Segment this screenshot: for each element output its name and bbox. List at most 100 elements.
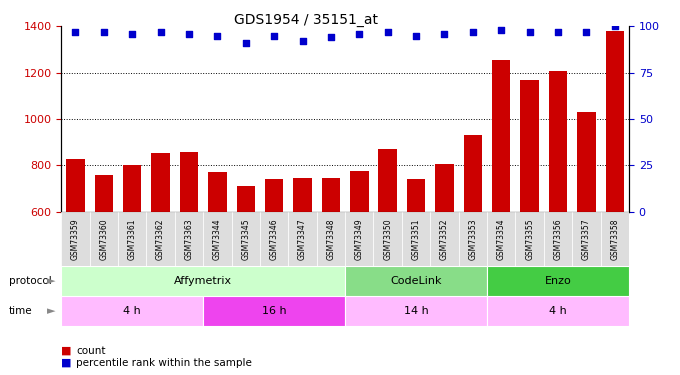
Text: 4 h: 4 h (123, 306, 141, 316)
Bar (180, 152, 198, 212)
Bar (515, 212, 544, 266)
Bar (464, 135, 482, 212)
Bar (146, 212, 175, 266)
Bar (265, 179, 284, 212)
Bar (373, 212, 402, 266)
Bar (152, 153, 170, 212)
Text: 14 h: 14 h (404, 306, 428, 316)
Bar (293, 178, 311, 212)
Point (240, 40, 251, 46)
Text: Affymetrix: Affymetrix (174, 276, 232, 286)
Text: GSM73347: GSM73347 (298, 218, 307, 260)
Point (467, 29, 478, 35)
Text: GSM73348: GSM73348 (326, 218, 335, 260)
Bar (458, 212, 487, 266)
Text: ■: ■ (61, 358, 71, 368)
Text: 16 h: 16 h (262, 306, 286, 316)
Text: GSM73356: GSM73356 (554, 218, 562, 260)
Point (439, 31, 450, 37)
Text: 4 h: 4 h (549, 306, 567, 316)
Bar (544, 212, 573, 266)
Point (524, 29, 535, 35)
Text: GSM73355: GSM73355 (525, 218, 534, 260)
Bar (118, 212, 146, 266)
Point (212, 33, 223, 39)
Text: GSM73353: GSM73353 (469, 218, 477, 260)
Bar (237, 186, 255, 212)
Text: ■: ■ (61, 346, 71, 355)
Bar (600, 212, 629, 266)
Text: ►: ► (47, 276, 55, 286)
Bar (95, 175, 113, 212)
Bar (430, 212, 458, 266)
Point (70, 29, 81, 35)
Bar (61, 266, 345, 296)
Bar (175, 212, 203, 266)
Bar (203, 212, 231, 266)
Bar (379, 149, 397, 212)
Text: GDS1954 / 35151_at: GDS1954 / 35151_at (234, 13, 378, 27)
Point (297, 38, 308, 44)
Point (581, 29, 592, 35)
Bar (577, 112, 596, 212)
Bar (345, 296, 487, 326)
Text: GSM73345: GSM73345 (241, 218, 250, 260)
Bar (573, 212, 600, 266)
Point (553, 29, 564, 35)
Point (354, 31, 364, 37)
Bar (492, 60, 511, 212)
Bar (61, 212, 90, 266)
Point (184, 31, 194, 37)
Bar (487, 296, 629, 326)
Text: GSM73361: GSM73361 (128, 218, 137, 260)
Text: Enzo: Enzo (545, 276, 571, 286)
Bar (549, 72, 567, 212)
Text: ►: ► (47, 306, 55, 316)
Text: GSM73349: GSM73349 (355, 218, 364, 260)
Bar (66, 159, 84, 212)
Text: GSM73350: GSM73350 (384, 218, 392, 260)
Bar (487, 266, 629, 296)
Bar (288, 212, 317, 266)
Bar (90, 212, 118, 266)
Point (496, 27, 507, 33)
Point (269, 33, 279, 39)
Point (609, 23, 620, 29)
Text: GSM73359: GSM73359 (71, 218, 80, 260)
Bar (61, 296, 203, 326)
Point (382, 29, 393, 35)
Point (411, 33, 422, 39)
Bar (345, 212, 373, 266)
Text: GSM73351: GSM73351 (411, 218, 420, 260)
Bar (345, 266, 487, 296)
Point (126, 31, 137, 37)
Text: GSM73358: GSM73358 (611, 218, 619, 260)
Text: CodeLink: CodeLink (390, 276, 442, 286)
Text: percentile rank within the sample: percentile rank within the sample (76, 358, 252, 368)
Bar (322, 178, 340, 212)
Text: GSM73357: GSM73357 (582, 218, 591, 260)
Bar (317, 212, 345, 266)
Point (155, 29, 166, 35)
Bar (203, 296, 345, 326)
Text: GSM73344: GSM73344 (213, 218, 222, 260)
Point (326, 34, 337, 40)
Text: GSM73360: GSM73360 (99, 218, 108, 260)
Bar (231, 212, 260, 266)
Bar (260, 212, 288, 266)
Bar (402, 212, 430, 266)
Text: count: count (76, 346, 105, 355)
Text: GSM73362: GSM73362 (156, 218, 165, 260)
Bar (208, 172, 226, 212)
Bar (407, 179, 425, 212)
Bar (123, 165, 141, 212)
Text: time: time (9, 306, 33, 316)
Text: GSM73352: GSM73352 (440, 218, 449, 260)
Bar (606, 31, 624, 212)
Text: GSM73346: GSM73346 (270, 218, 279, 260)
Bar (435, 164, 454, 212)
Bar (350, 171, 369, 212)
Text: GSM73354: GSM73354 (497, 218, 506, 260)
Bar (487, 212, 515, 266)
Text: protocol: protocol (9, 276, 52, 286)
